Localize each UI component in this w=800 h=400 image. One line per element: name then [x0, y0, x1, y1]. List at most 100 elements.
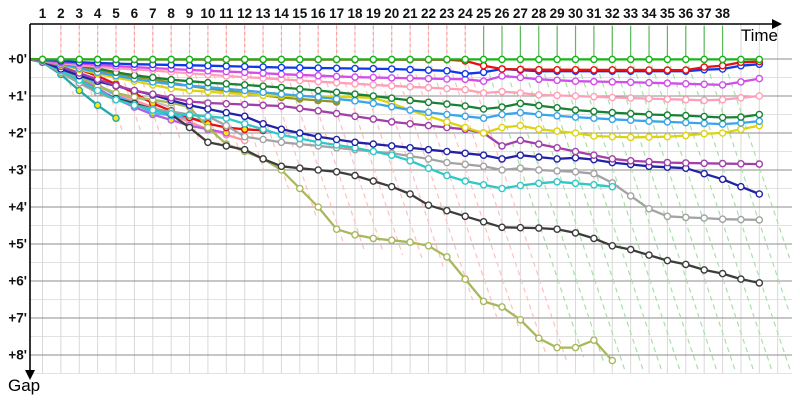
lap-marker	[498, 303, 506, 311]
lap-marker	[498, 55, 506, 64]
lap-marker	[682, 111, 690, 120]
lap-marker	[553, 343, 561, 352]
lap-marker	[351, 230, 359, 239]
lap-marker	[553, 55, 561, 64]
lap-marker	[700, 169, 709, 178]
y-tick-label: +5'	[8, 237, 27, 252]
lap-marker	[424, 155, 433, 163]
x-tick-label: 5	[112, 6, 120, 21]
lap-marker	[718, 215, 727, 223]
gap-axis-label: Gap	[8, 376, 41, 395]
x-tick-label: 29	[550, 6, 565, 21]
lap-marker	[259, 55, 267, 64]
lap-marker	[332, 225, 341, 233]
lap-marker	[277, 102, 286, 110]
lap-marker	[626, 66, 635, 74]
lap-marker	[755, 117, 764, 125]
lap-marker	[332, 109, 341, 118]
lap-marker	[498, 142, 506, 150]
lap-marker	[369, 64, 378, 73]
lap-marker	[93, 101, 102, 110]
lap-marker	[608, 241, 617, 250]
lap-marker	[277, 83, 286, 92]
lap-marker	[498, 123, 506, 132]
lap-marker	[608, 132, 617, 141]
lap-marker	[571, 343, 580, 352]
lap-marker	[112, 55, 120, 64]
x-tick-label: 8	[167, 6, 175, 21]
lap-marker	[626, 156, 635, 165]
lap-marker	[608, 55, 617, 64]
lap-marker	[387, 55, 396, 64]
lap-marker	[626, 109, 635, 118]
lap-marker	[424, 66, 433, 74]
lap-marker	[461, 112, 470, 121]
lap-marker	[406, 96, 414, 105]
lap-marker	[130, 55, 139, 64]
lap-marker	[645, 78, 653, 87]
lap-marker	[718, 61, 727, 70]
lap-marker	[443, 84, 451, 93]
lap-marker	[277, 125, 286, 134]
lap-marker	[369, 234, 378, 243]
lap-marker	[682, 131, 690, 140]
lap-marker	[295, 71, 304, 79]
lap-marker	[75, 55, 84, 64]
lap-marker	[590, 55, 598, 64]
lap-marker	[737, 125, 745, 134]
lap-marker	[608, 108, 617, 117]
lap-marker	[443, 171, 451, 180]
lap-marker	[608, 182, 617, 191]
lap-marker	[148, 55, 157, 64]
lap-marker	[663, 79, 672, 87]
lap-marker	[75, 86, 84, 95]
lap-marker	[259, 63, 267, 71]
x-tick-label: 30	[568, 6, 583, 21]
lap-marker	[424, 83, 433, 92]
lap-marker	[479, 162, 488, 171]
lap-marker	[57, 55, 65, 64]
lap-marker	[608, 356, 617, 365]
lap-marker	[204, 61, 212, 70]
lap-marker	[479, 61, 488, 70]
lap-marker	[406, 238, 414, 246]
lap-marker	[682, 80, 690, 88]
lap-marker	[645, 251, 653, 259]
lap-marker	[553, 143, 561, 152]
lap-marker	[682, 159, 690, 167]
lap-marker	[737, 78, 745, 86]
lap-marker	[682, 95, 690, 104]
x-tick-label: 12	[237, 6, 252, 21]
lap-marker	[314, 203, 323, 211]
lap-marker	[387, 82, 396, 90]
x-tick-label: 22	[421, 6, 436, 21]
lap-marker	[535, 140, 543, 148]
lap-marker	[663, 111, 672, 119]
lap-marker	[461, 149, 470, 158]
lap-marker	[553, 104, 561, 112]
lap-marker	[553, 112, 561, 120]
lap-marker	[314, 86, 323, 95]
x-tick-label: 2	[57, 6, 65, 21]
x-tick-label: 4	[94, 6, 102, 21]
lap-marker	[663, 95, 672, 103]
lap-marker	[240, 100, 249, 109]
lap-marker	[461, 275, 470, 283]
x-tick-label: 34	[642, 6, 658, 21]
lap-marker	[590, 92, 598, 101]
time-axis-label: Time	[740, 26, 778, 45]
lap-marker	[148, 90, 157, 98]
lap-marker	[700, 119, 709, 128]
lap-marker	[387, 118, 396, 126]
lap-marker	[590, 180, 598, 189]
lap-marker	[571, 66, 580, 74]
lap-marker	[240, 145, 249, 154]
lap-marker	[535, 75, 543, 84]
lap-marker	[387, 151, 396, 159]
lap-marker	[479, 105, 488, 113]
lap-marker	[387, 74, 396, 82]
lap-marker	[571, 129, 580, 137]
lap-marker	[222, 142, 231, 150]
rider-series	[30, 55, 764, 365]
lap-marker	[498, 155, 506, 163]
